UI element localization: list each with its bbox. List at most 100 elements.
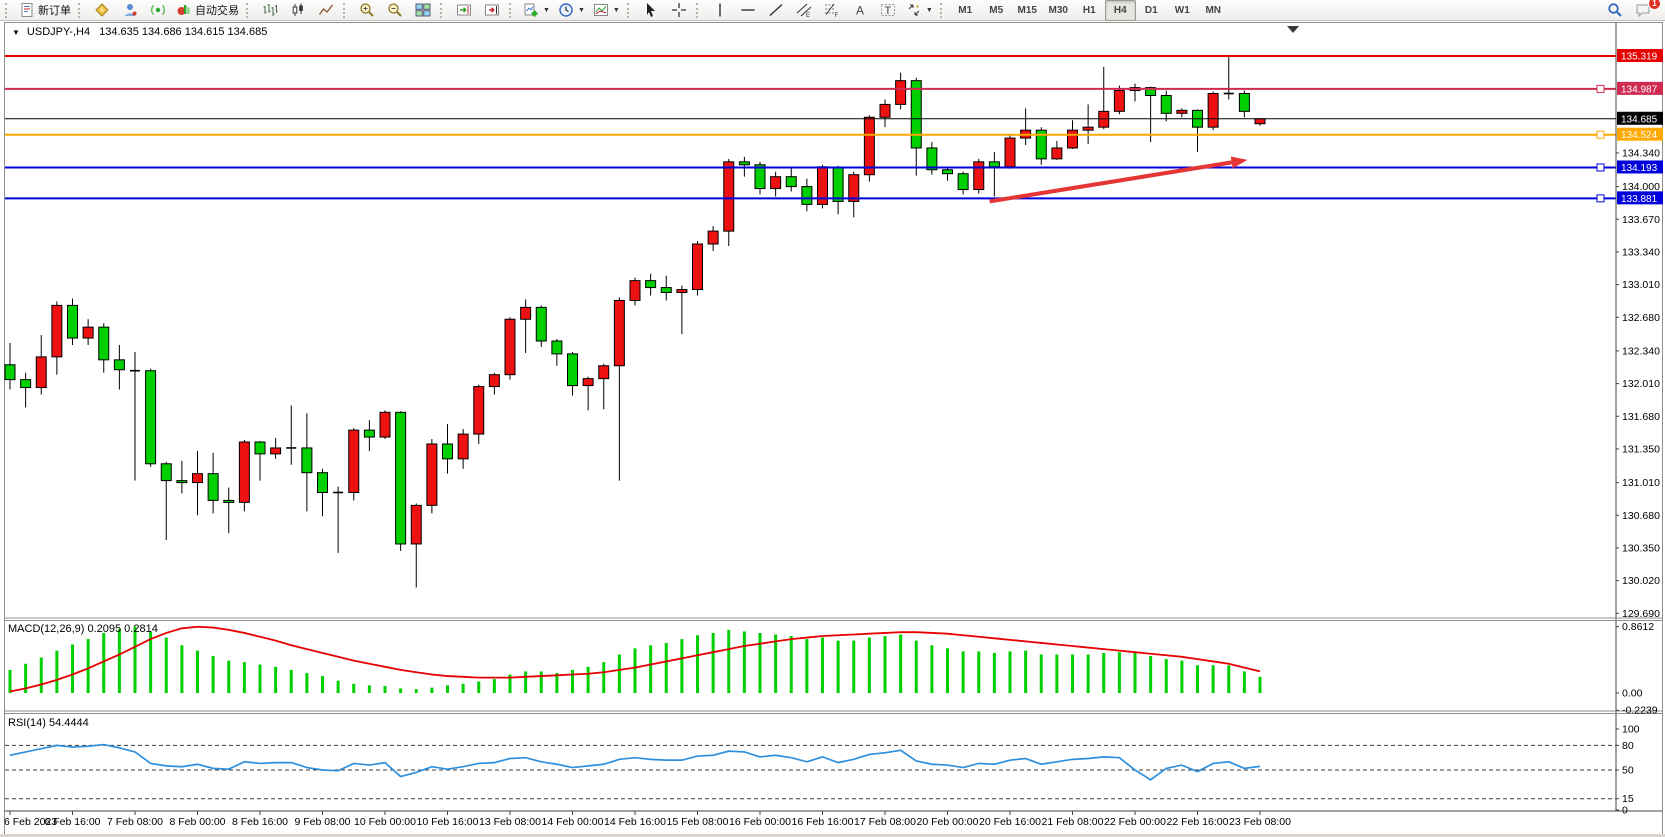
dropdown-caret: ▼ [543,6,550,14]
macd-bar [180,645,184,693]
candle [723,158,735,246]
macd-bar [336,680,340,693]
fibonacci-button[interactable]: F [818,0,846,21]
chat-button[interactable]: 1 [1629,0,1661,21]
time-tick-label: 8 Feb 00:00 [169,816,225,828]
signals-button[interactable] [144,0,172,21]
candle [879,99,891,128]
candle [1051,141,1063,160]
price-badge-label: 135.319 [1621,52,1658,63]
candle [238,440,250,512]
toolbar-grip[interactable] [695,2,702,18]
notification-badge: 1 [1648,0,1661,10]
price-tick-label: 133.010 [1622,279,1660,291]
autotrade-label: 自动交易 [195,5,239,17]
macd-bar [539,671,543,693]
toolbar-grip[interactable] [246,2,252,18]
svg-text:A: A [856,4,864,18]
chart-canvas[interactable]: 135.319 134.987 134.524 134.193 133.881 134.6… [0,22,1665,837]
timeframe-M5[interactable]: M5 [989,4,1004,16]
macd-bar [55,650,59,693]
macd-bar [305,672,309,693]
candle [442,424,453,474]
price-badge [1617,49,1663,62]
macd-bar [321,676,324,693]
candle [363,420,375,451]
timeframe-W1[interactable]: W1 [1174,4,1190,16]
timeframe-MN[interactable]: MN [1205,4,1222,16]
chart-title[interactable]: ▼ USDJPY-,H4 134.635 134.686 134.615 134… [12,26,267,38]
tile-windows-button[interactable] [409,0,437,21]
candle [1145,86,1157,143]
toolbar-grip[interactable] [5,2,11,18]
symbol-dropdown-icon[interactable]: ▼ [12,27,20,37]
toolbar-grip[interactable] [440,2,446,18]
hline-handle [1596,130,1605,139]
candle [1082,104,1094,145]
toolbar-grip[interactable] [939,2,946,18]
bid-badge [1617,111,1663,125]
rsi-scale-label: 50 [1622,765,1634,777]
autotrade-button[interactable]: 自动交易 [172,0,243,21]
timeframe-M15[interactable]: M15 [1017,4,1037,16]
rsi-scale-label: 80 [1622,740,1634,752]
arrows-button[interactable]: ▼ [902,0,937,21]
gold-tool-button[interactable] [88,0,116,21]
price-tick-label: 132.680 [1622,312,1660,324]
timeframe-D1[interactable]: D1 [1144,4,1158,16]
candle [254,441,266,481]
time-tick-label: 6 Feb 2023 [4,816,57,828]
rsi-line [9,743,1261,781]
templates-button[interactable]: ▼ [589,0,624,21]
timeframe-H1[interactable]: H1 [1082,4,1096,16]
account-button[interactable] [116,0,144,21]
new-order-button[interactable]: 新订单 [15,0,75,21]
cursor-button[interactable] [637,0,665,21]
zoom-in-button[interactable] [353,0,381,21]
candlestick-chart-button[interactable] [284,0,312,21]
crosshair-button[interactable] [665,0,693,21]
horizontal-line-button[interactable] [734,0,762,21]
time-tick-label: 22 Feb 16:00 [1167,816,1229,828]
macd-bar [930,645,934,693]
search-button[interactable] [1601,0,1629,21]
candle [770,171,782,197]
timeframe-M1[interactable]: M1 [958,4,973,16]
text-button[interactable]: A [846,0,874,21]
candle [863,115,875,182]
toolbar-grip[interactable] [509,2,515,18]
time-tick-label: 21 Feb 08:00 [1042,816,1104,828]
auto-scroll-button[interactable] [450,0,478,21]
indicators-button[interactable]: ▼ [519,0,554,21]
text-label-icon: T [880,4,895,17]
zoom-out-button[interactable] [381,0,409,21]
timeframe-M30[interactable]: M30 [1048,4,1068,16]
time-tick-label: 10 Feb 00:00 [354,816,416,828]
line-chart-button[interactable] [312,0,340,21]
bar-chart-button[interactable] [256,0,284,21]
vertical-line-button[interactable] [706,0,734,21]
macd-bar [758,632,762,693]
time-tick-label: 7 Feb 08:00 [107,816,163,828]
auto-scroll-icon [457,4,471,16]
timeframe-H4[interactable]: H4 [1104,0,1136,21]
toolbar-grip[interactable] [343,2,349,18]
equidistant-channel-button[interactable]: E [790,0,818,21]
price-tick-label: 132.340 [1622,345,1660,357]
candle [395,411,407,551]
toolbar-grip[interactable] [626,2,633,18]
candle [1238,90,1250,118]
price-tick-label: 130.350 [1622,542,1660,554]
macd-bar [446,685,449,693]
candle [20,372,32,408]
price-badge-label: 134.987 [1621,84,1658,95]
macd-bar [492,679,496,693]
chart-shift-button[interactable] [478,0,506,21]
macd-bar [117,629,121,693]
periods-button[interactable]: ▼ [554,0,589,21]
toolbar-grip[interactable] [78,2,84,18]
trendline-button[interactable] [762,0,790,21]
rsi-label: RSI(14) 54.4444 [8,717,89,729]
text-label-button[interactable]: T [874,0,902,21]
macd-bar [242,662,246,693]
